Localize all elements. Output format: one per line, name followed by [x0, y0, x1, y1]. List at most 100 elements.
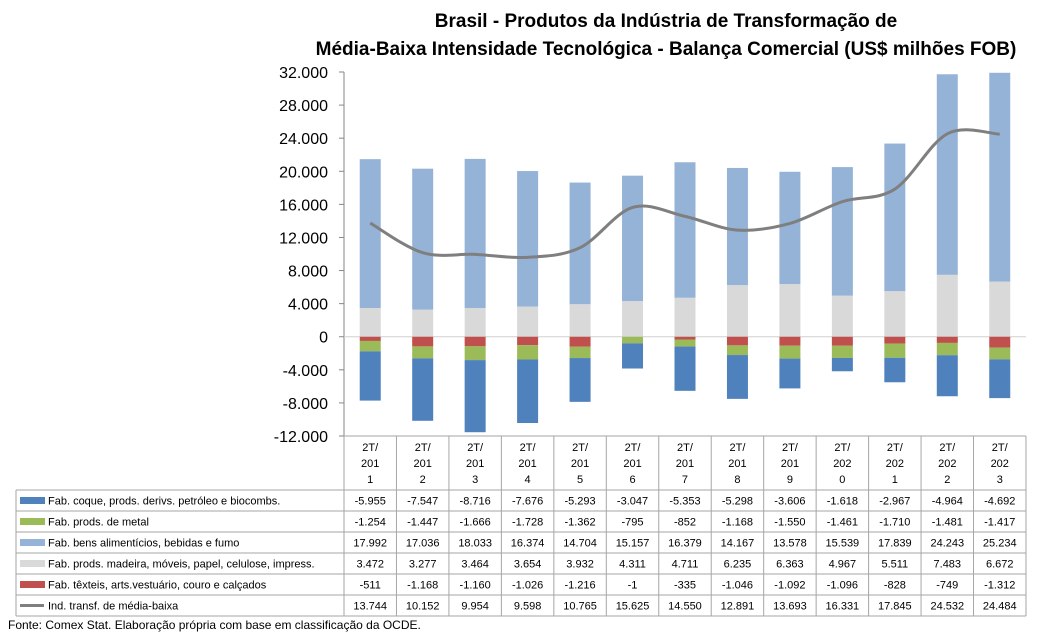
- bar-segment: [936, 342, 958, 356]
- table-cell: 17.839: [878, 538, 912, 550]
- table-cell: -8.716: [460, 496, 491, 508]
- legend-label: Ind. transf. de média-baixa: [48, 601, 179, 613]
- legend-key: [20, 560, 45, 567]
- table-cell: -1.096: [827, 580, 858, 592]
- table-cell: 13.744: [353, 601, 387, 613]
- bar-segment: [464, 360, 486, 433]
- x-tick-label: 202: [938, 458, 956, 470]
- x-tick-label: 201: [414, 458, 432, 470]
- x-tick-label: 201: [466, 458, 484, 470]
- x-tick-label: 201: [623, 458, 641, 470]
- bar-segment: [936, 355, 958, 397]
- table-cell: 6.235: [724, 559, 752, 571]
- bar-segment: [622, 301, 644, 337]
- table-row: Fab. prods. madeira, móveis, papel, celu…: [20, 559, 1014, 571]
- table-cell: 6.363: [776, 559, 804, 571]
- bar-segment: [674, 297, 696, 337]
- bar-segment: [726, 355, 748, 399]
- bar-segment: [569, 304, 591, 337]
- legend-label: Fab. prods. de metal: [48, 517, 149, 529]
- bar-segment: [989, 347, 1011, 360]
- table-cell: 13.693: [773, 601, 807, 613]
- source-note: Fonte: Comex Stat. Elaboração própria co…: [8, 618, 421, 632]
- table-cell: -1.461: [827, 517, 858, 529]
- bar-segment: [359, 336, 381, 341]
- table-cell: -1.550: [774, 517, 805, 529]
- x-tick-label: 2T/: [939, 442, 956, 454]
- x-tick-label: 201: [728, 458, 746, 470]
- table-cell: -1.168: [407, 580, 438, 592]
- bar-segment: [622, 343, 644, 369]
- x-tick-label: 9: [787, 474, 793, 486]
- table-cell: -1.362: [564, 517, 595, 529]
- bar-segment: [936, 74, 958, 275]
- table-cell: 25.234: [983, 538, 1017, 550]
- table-cell: 10.765: [563, 601, 597, 613]
- bar-segment: [726, 285, 748, 337]
- y-tick-label: 12.000: [279, 230, 328, 247]
- table-cell: 24.243: [930, 538, 964, 550]
- y-tick-label: 0: [319, 330, 328, 347]
- bar-segment: [936, 336, 958, 343]
- y-tick-label: 32.000: [279, 65, 328, 82]
- table-cell: -1.447: [407, 517, 438, 529]
- table-cell: -2.967: [879, 496, 910, 508]
- bar-segment: [726, 167, 748, 286]
- legend-key: [20, 518, 45, 525]
- table-cell: -7.676: [512, 496, 543, 508]
- bar-segment: [359, 308, 381, 337]
- table-cell: 12.891: [721, 601, 755, 613]
- bar-segment: [831, 345, 853, 358]
- bar-segment: [412, 346, 434, 359]
- legend-key: [20, 581, 45, 588]
- bar-segment: [464, 308, 486, 337]
- table-cell: -1: [628, 580, 638, 592]
- bars: [359, 72, 1011, 433]
- x-tick-label: 2T/: [834, 442, 851, 454]
- table-cell: -335: [674, 580, 696, 592]
- y-tick-label: -4.000: [283, 363, 328, 380]
- bar-segment: [674, 336, 696, 340]
- bar-segment: [884, 357, 906, 383]
- bar-segment: [517, 359, 539, 424]
- table-cell: 18.033: [458, 538, 492, 550]
- table-cell: 17.845: [878, 601, 912, 613]
- bar-segment: [936, 274, 958, 337]
- table-cell: 9.598: [514, 601, 542, 613]
- table-cell: 17.992: [353, 538, 387, 550]
- table-cell: -1.160: [460, 580, 491, 592]
- table-cell: -1.618: [827, 496, 858, 508]
- legend-key: [20, 497, 45, 504]
- bar-segment: [884, 336, 906, 344]
- bar-segment: [412, 358, 434, 421]
- table-cell: -4.964: [932, 496, 963, 508]
- x-tick-label: 2T/: [677, 442, 694, 454]
- bar-segment: [779, 284, 801, 337]
- table-cell: 5.511: [881, 559, 908, 571]
- x-tick-label: 2T/: [572, 442, 589, 454]
- bar-segment: [989, 72, 1011, 282]
- x-tick-label: 1: [367, 474, 373, 486]
- x-tick-label: 6: [629, 474, 635, 486]
- y-tick-label: 20.000: [279, 164, 328, 181]
- table-cell: -1.666: [460, 517, 491, 529]
- table-cell: -4.692: [984, 496, 1015, 508]
- table-cell: 4.711: [672, 559, 699, 571]
- bar-segment: [989, 281, 1011, 337]
- table-cell: -1.481: [932, 517, 963, 529]
- data-table: 2T/20112T/20122T/20132T/20142T/20152T/20…: [15, 435, 1027, 617]
- x-tick-label: 201: [571, 458, 589, 470]
- x-tick-label: 4: [525, 474, 531, 486]
- table-cell: 3.932: [566, 559, 594, 571]
- table-cell: 7.483: [934, 559, 962, 571]
- y-tick-label: -12.000: [274, 429, 328, 446]
- x-tick-label: 2T/: [729, 442, 746, 454]
- y-axis: -12.000 -8.000 -4.000 0 4.000 8.000 12.000 16.0…: [274, 65, 1026, 446]
- table-cell: 3.277: [409, 559, 437, 571]
- bar-segment: [412, 168, 434, 310]
- x-tick-label: 2: [420, 474, 426, 486]
- x-tick-label: 1: [892, 474, 898, 486]
- table-cell: 17.036: [406, 538, 440, 550]
- x-tick-label: 3: [472, 474, 478, 486]
- bar-segment: [726, 336, 748, 346]
